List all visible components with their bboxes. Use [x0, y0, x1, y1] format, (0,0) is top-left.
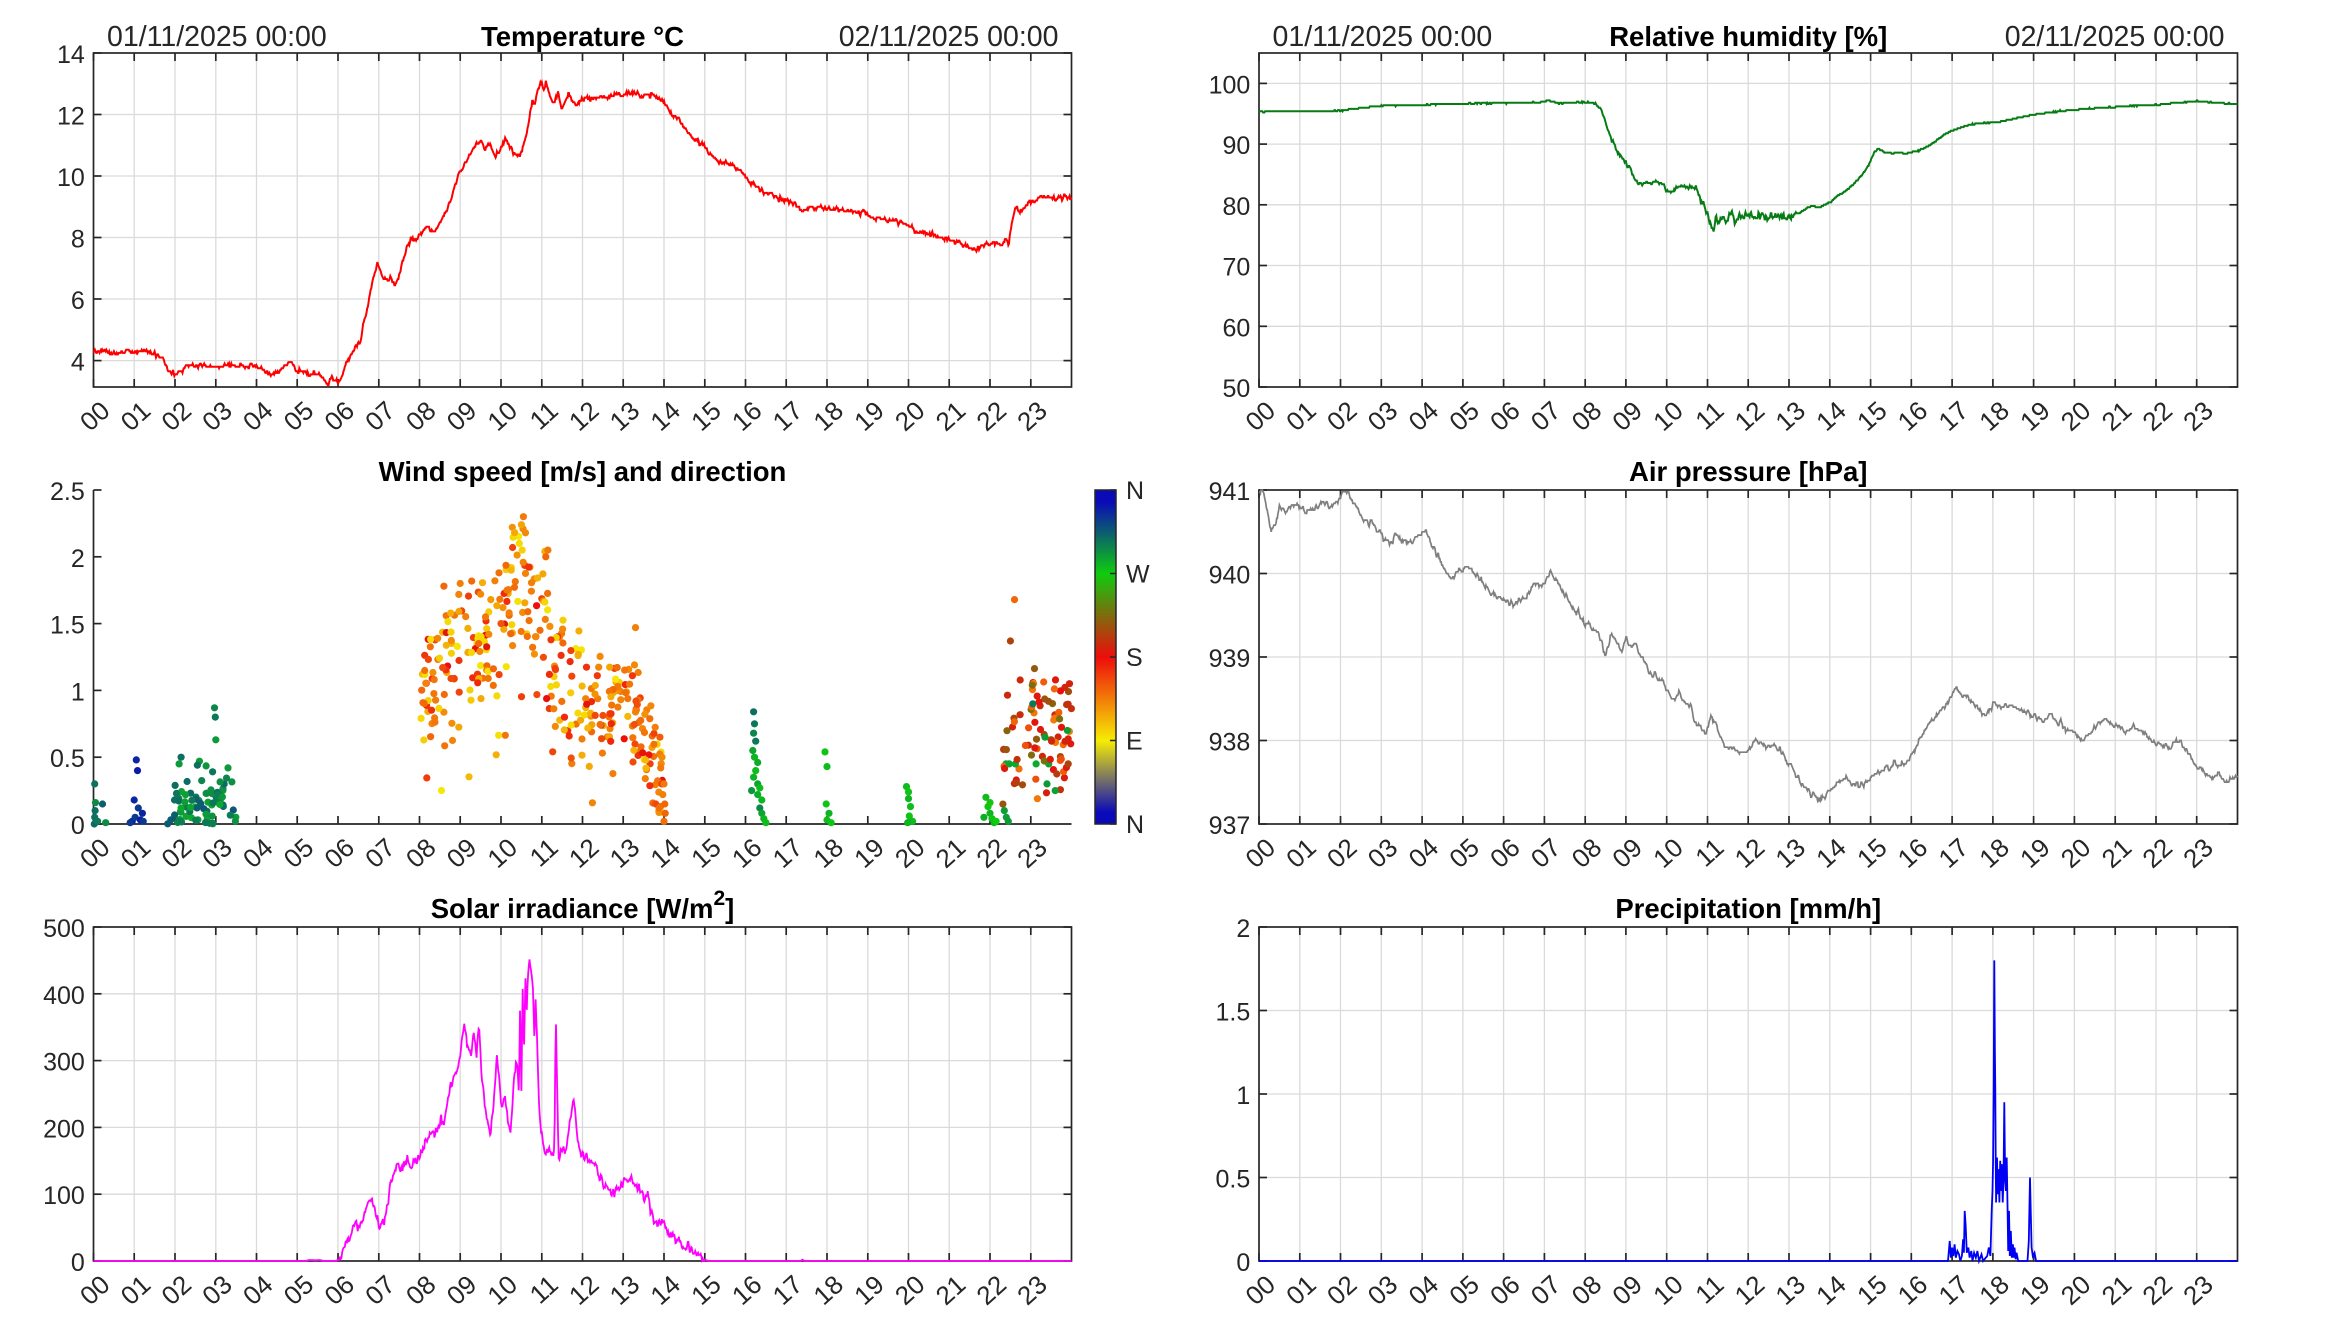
svg-text:70: 70	[1222, 254, 1250, 282]
svg-text:0.5: 0.5	[50, 745, 85, 773]
svg-text:1: 1	[71, 678, 85, 706]
svg-text:1.5: 1.5	[50, 612, 85, 640]
svg-text:80: 80	[1222, 193, 1250, 221]
svg-text:E: E	[1126, 728, 1143, 756]
svg-text:2: 2	[71, 545, 85, 573]
svg-text:1.5: 1.5	[1216, 999, 1251, 1027]
svg-text:Precipitation [mm/h]: Precipitation [mm/h]	[1615, 893, 1881, 924]
svg-text:200: 200	[43, 1115, 85, 1143]
svg-text:0.5: 0.5	[1216, 1166, 1251, 1194]
svg-text:2: 2	[1236, 915, 1250, 943]
svg-text:N: N	[1126, 811, 1144, 839]
svg-text:Temperature °C: Temperature °C	[481, 21, 684, 52]
svg-text:Relative humidity [%]: Relative humidity [%]	[1609, 21, 1887, 52]
svg-text:N: N	[1126, 477, 1144, 505]
svg-text:Air pressure [hPa]: Air pressure [hPa]	[1629, 456, 1867, 487]
svg-text:01/11/2025 00:00: 01/11/2025 00:00	[107, 21, 327, 53]
svg-text:939: 939	[1209, 645, 1251, 673]
svg-text:938: 938	[1209, 729, 1251, 757]
svg-text:500: 500	[43, 915, 85, 943]
svg-text:0: 0	[71, 812, 85, 840]
svg-text:50: 50	[1222, 375, 1250, 403]
svg-text:S: S	[1126, 644, 1143, 672]
svg-text:4: 4	[71, 349, 85, 377]
svg-text:8: 8	[71, 226, 85, 254]
svg-text:Wind speed [m/s] and direction: Wind speed [m/s] and direction	[379, 456, 787, 487]
svg-text:6: 6	[71, 287, 85, 315]
svg-text:12: 12	[57, 103, 85, 131]
svg-text:937: 937	[1209, 812, 1251, 840]
svg-text:100: 100	[1209, 71, 1251, 99]
svg-text:0: 0	[71, 1249, 85, 1277]
svg-text:14: 14	[57, 41, 85, 69]
svg-text:02/11/2025 00:00: 02/11/2025 00:00	[2005, 21, 2225, 53]
svg-text:Solar irradiance [W/m2]: Solar irradiance [W/m2]	[431, 887, 735, 924]
svg-text:01/11/2025 00:00: 01/11/2025 00:00	[1273, 21, 1493, 53]
svg-text:300: 300	[43, 1049, 85, 1077]
svg-text:02/11/2025 00:00: 02/11/2025 00:00	[839, 21, 1059, 53]
svg-text:10: 10	[57, 164, 85, 192]
svg-text:100: 100	[43, 1182, 85, 1210]
svg-text:2.5: 2.5	[50, 478, 85, 506]
svg-text:90: 90	[1222, 132, 1250, 160]
svg-text:940: 940	[1209, 562, 1251, 590]
svg-text:941: 941	[1209, 478, 1251, 506]
svg-text:1: 1	[1236, 1082, 1250, 1110]
svg-text:0: 0	[1236, 1249, 1250, 1277]
svg-text:60: 60	[1222, 314, 1250, 342]
svg-text:400: 400	[43, 982, 85, 1010]
svg-text:W: W	[1126, 561, 1150, 589]
